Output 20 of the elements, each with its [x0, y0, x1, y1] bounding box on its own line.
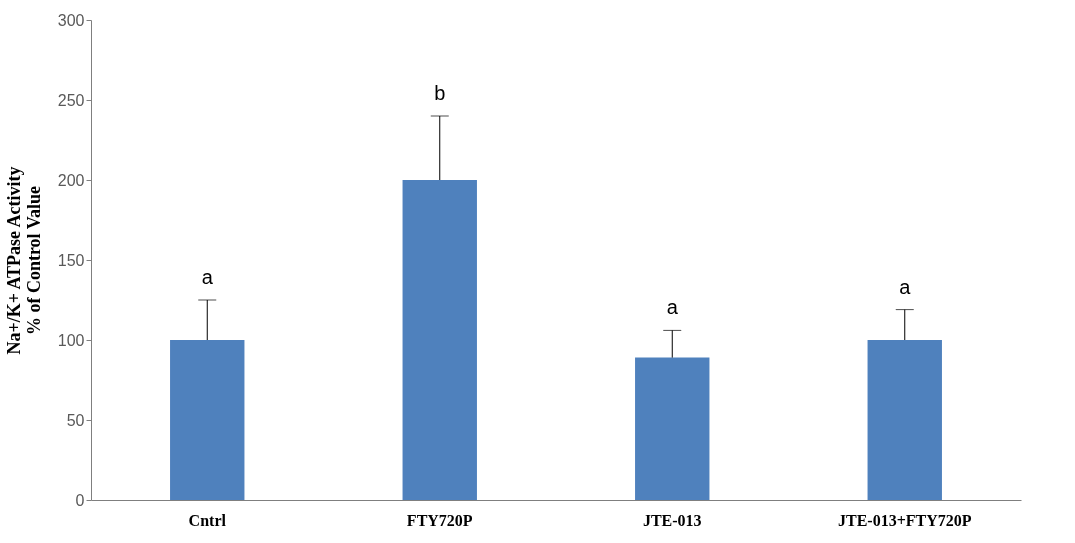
- y-tick-label: 0: [75, 491, 85, 509]
- annotation: a: [666, 296, 679, 319]
- annotation: b: [434, 82, 446, 104]
- y-tick-label: 50: [66, 411, 85, 429]
- y-tick-label: 200: [57, 171, 85, 189]
- annotation: a: [201, 266, 214, 288]
- x-tick-label: JTE-013: [642, 511, 702, 529]
- bar: [402, 180, 477, 500]
- y-tick-label: 100: [57, 331, 85, 349]
- bar: [867, 340, 942, 500]
- x-tick-label: FTY720P: [406, 511, 473, 529]
- x-tick-label: Cntrl: [188, 511, 227, 529]
- y-tick-label: 150: [57, 251, 85, 269]
- y-axis-title: Na+/K+ ATPase Activity % of Control Value: [3, 166, 44, 355]
- x-tick-label: JTE-013+FTY720P: [837, 511, 972, 529]
- bar: [170, 340, 245, 500]
- y-tick-label: 250: [57, 91, 85, 109]
- y-tick-label: 300: [57, 11, 85, 29]
- annotation: a: [899, 275, 912, 298]
- bar: [635, 357, 710, 500]
